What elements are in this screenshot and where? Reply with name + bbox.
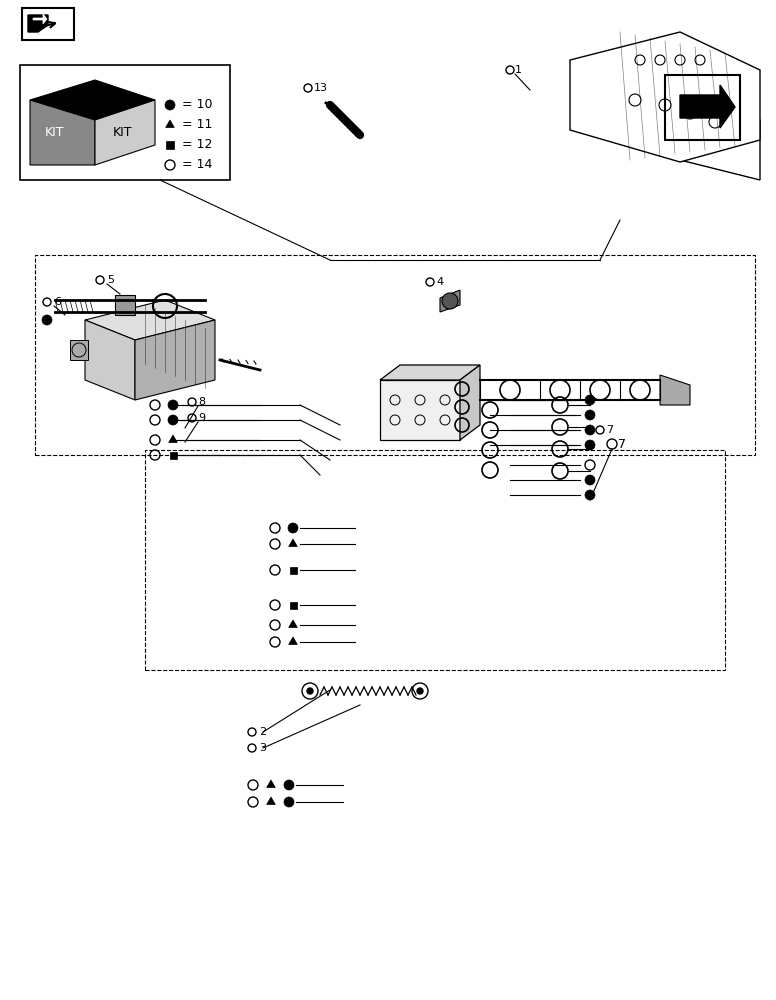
Circle shape — [42, 315, 52, 325]
Circle shape — [168, 400, 178, 410]
Bar — [22, 8, 74, 40]
Text: 6: 6 — [54, 297, 61, 307]
Polygon shape — [135, 320, 215, 400]
Text: 5: 5 — [107, 275, 114, 285]
Polygon shape — [30, 100, 95, 165]
Text: 7: 7 — [606, 425, 613, 435]
Polygon shape — [570, 32, 760, 162]
Bar — [115, 295, 135, 315]
Circle shape — [585, 490, 595, 500]
Polygon shape — [660, 375, 690, 405]
Polygon shape — [289, 539, 297, 546]
Polygon shape — [289, 637, 297, 645]
Circle shape — [442, 293, 458, 309]
Bar — [169, 452, 176, 458]
Bar — [35, 255, 755, 455]
Polygon shape — [440, 290, 460, 312]
Polygon shape — [95, 100, 155, 165]
Circle shape — [417, 688, 423, 694]
Polygon shape — [33, 14, 47, 24]
Text: = 14: = 14 — [182, 158, 213, 172]
Bar — [166, 141, 174, 149]
Text: 2: 2 — [259, 727, 266, 737]
Circle shape — [284, 797, 294, 807]
Text: 4: 4 — [436, 277, 443, 287]
Bar — [289, 566, 296, 574]
Text: = 11: = 11 — [182, 118, 213, 131]
Circle shape — [585, 475, 595, 485]
Text: 13: 13 — [314, 83, 328, 93]
Circle shape — [165, 100, 175, 110]
Polygon shape — [267, 780, 275, 788]
Bar — [665, 75, 740, 140]
Text: ▶: ▶ — [31, 18, 41, 32]
Polygon shape — [460, 365, 480, 440]
Text: 3: 3 — [259, 743, 266, 753]
Polygon shape — [267, 797, 275, 804]
Circle shape — [585, 440, 595, 450]
Polygon shape — [168, 435, 178, 442]
Polygon shape — [289, 620, 297, 628]
Bar — [70, 340, 88, 360]
Circle shape — [284, 780, 294, 790]
Polygon shape — [30, 80, 155, 120]
Circle shape — [585, 410, 595, 420]
Circle shape — [585, 425, 595, 435]
Circle shape — [585, 395, 595, 405]
Text: 8: 8 — [198, 397, 205, 407]
Polygon shape — [165, 120, 175, 127]
Text: = 12: = 12 — [182, 138, 213, 151]
Text: KIT: KIT — [113, 125, 132, 138]
Bar — [289, 601, 296, 608]
Polygon shape — [28, 15, 48, 32]
Polygon shape — [85, 320, 135, 400]
Text: 7: 7 — [618, 438, 626, 450]
Circle shape — [307, 688, 313, 694]
Text: = 10: = 10 — [182, 99, 213, 111]
Text: 9: 9 — [198, 413, 205, 423]
Text: 1: 1 — [515, 65, 522, 75]
Text: KIT: KIT — [45, 125, 64, 138]
Bar — [380, 380, 460, 440]
Polygon shape — [380, 365, 480, 380]
Circle shape — [168, 415, 178, 425]
Bar — [145, 450, 725, 670]
Bar — [20, 65, 230, 180]
Polygon shape — [680, 85, 735, 128]
Polygon shape — [85, 300, 215, 340]
Circle shape — [288, 523, 298, 533]
